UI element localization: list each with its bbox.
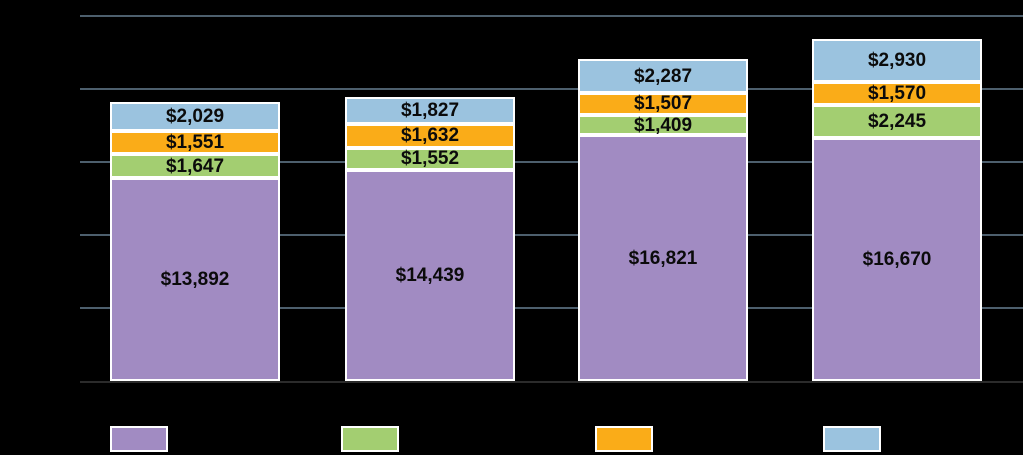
x-axis-line	[80, 381, 1023, 383]
bar-segment-label: $2,930	[867, 50, 927, 72]
bar-segment-label: $1,827	[400, 99, 460, 121]
bar-segment-purple-series: $13,892	[110, 178, 280, 381]
bar-segment-blue-series: $2,287	[578, 59, 748, 93]
legend-swatch-green-series	[341, 426, 399, 452]
bar-segment-label: $1,507	[633, 93, 693, 115]
bar-segment-green-series: $1,409	[578, 114, 748, 136]
bar-segment-label: $2,287	[633, 65, 693, 87]
bar-segment-label: $1,647	[165, 155, 225, 177]
legend-swatch-orange-series	[595, 426, 653, 452]
bar-segment-purple-series: $16,670	[812, 137, 982, 381]
bar-segment-blue-series: $2,930	[812, 39, 982, 82]
bar-segment-label: $1,570	[867, 82, 927, 104]
gridline	[80, 234, 1023, 236]
bar-segment-label: $16,821	[628, 247, 698, 269]
bar-segment-label: $1,632	[400, 125, 460, 147]
bar-segment-orange-series: $1,507	[578, 92, 748, 115]
bar-segment-label: $2,245	[867, 110, 927, 132]
gridline	[80, 161, 1023, 163]
gridline	[80, 307, 1023, 309]
legend-swatch-blue-series	[823, 426, 881, 452]
bar-segment-orange-series: $1,551	[110, 131, 280, 155]
bar-segment-green-series: $1,552	[345, 147, 515, 171]
bar-segment-purple-series: $16,821	[578, 135, 748, 381]
gridline	[80, 88, 1023, 90]
legend-swatch-purple-series	[110, 426, 168, 452]
bar-segment-orange-series: $1,632	[345, 123, 515, 148]
gridline	[80, 15, 1023, 17]
bar-segment-label: $1,409	[633, 114, 693, 136]
bar-segment-label: $2,029	[165, 106, 225, 128]
bar-segment-green-series: $2,245	[812, 104, 982, 138]
bar-segment-label: $1,552	[400, 148, 460, 170]
bar-segment-blue-series: $2,029	[110, 101, 280, 132]
bar-segment-orange-series: $1,570	[812, 81, 982, 105]
bar-segment-purple-series: $14,439	[345, 170, 515, 381]
bar-segment-label: $1,551	[165, 132, 225, 154]
bar-segment-label: $13,892	[160, 269, 230, 291]
bar-segment-label: $16,670	[862, 248, 932, 270]
bar-segment-green-series: $1,647	[110, 154, 280, 179]
bar-segment-label: $14,439	[395, 265, 465, 287]
bar-segment-blue-series: $1,827	[345, 97, 515, 124]
